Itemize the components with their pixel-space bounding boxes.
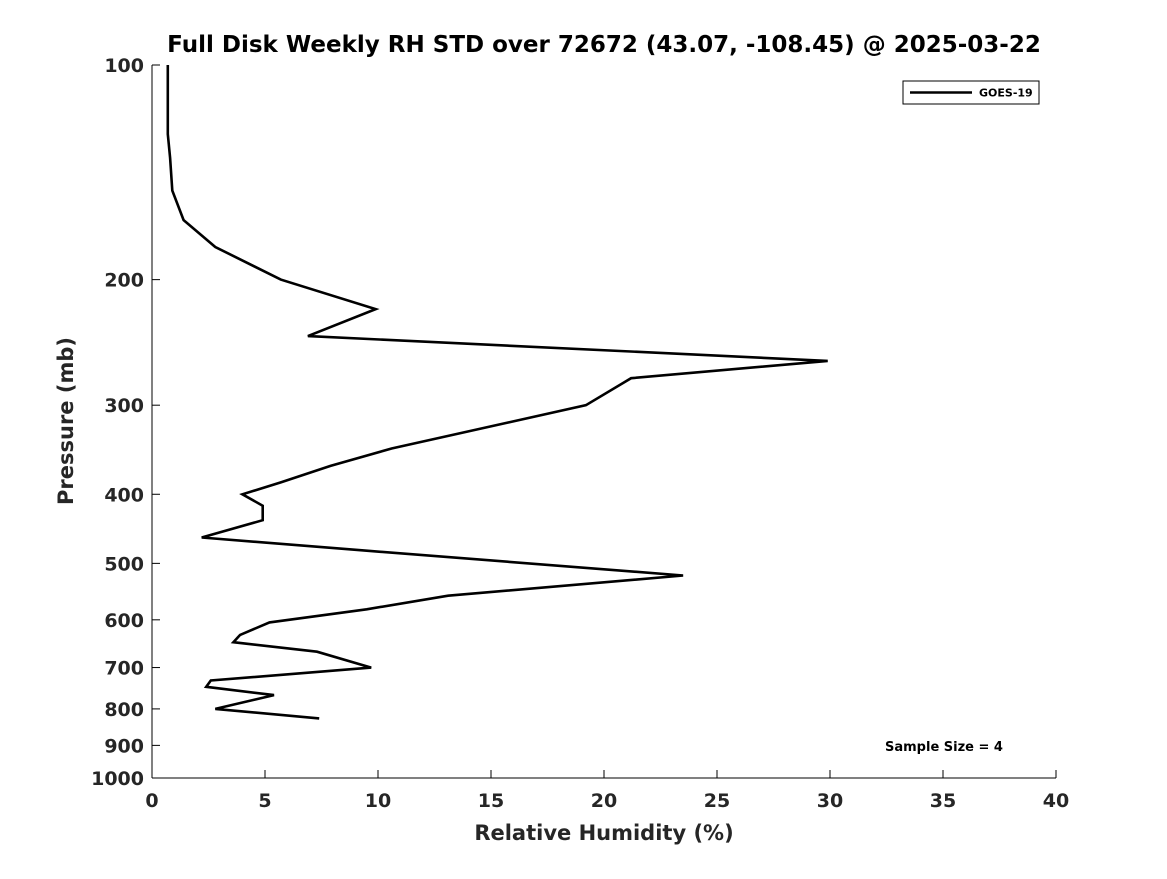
y-tick-label: 300 <box>104 395 144 417</box>
y-tick-label: 200 <box>104 270 144 292</box>
x-tick-label: 25 <box>704 790 730 812</box>
y-tick-label: 100 <box>104 55 144 77</box>
ticks: 0 5 10 15 20 25 30 35 40 100 200 300 400 500 600 700 800… <box>91 55 1069 812</box>
y-tick-label: 400 <box>104 484 144 506</box>
legend-label: GOES-19 <box>979 87 1033 100</box>
y-tick-label: 700 <box>104 658 144 680</box>
sample-size-annotation: Sample Size = 4 <box>885 740 1003 755</box>
y-tick-label: 600 <box>104 610 144 632</box>
y-axis-label: Pressure (mb) <box>54 337 78 505</box>
x-tick-label: 0 <box>145 790 158 812</box>
y-tick-label: 900 <box>104 735 144 757</box>
x-tick-label: 30 <box>817 790 843 812</box>
x-tick-label: 40 <box>1043 790 1069 812</box>
x-tick-label: 5 <box>258 790 271 812</box>
y-tick-label: 1000 <box>91 768 144 790</box>
series-layer <box>166 65 828 720</box>
x-axis-label: Relative Humidity (%) <box>474 821 733 845</box>
x-tick-label: 15 <box>478 790 504 812</box>
legend: GOES-19 <box>902 80 1040 105</box>
chart-title: Full Disk Weekly RH STD over 72672 (43.0… <box>167 32 1041 58</box>
series-line-goes-19 <box>166 65 828 720</box>
y-tick-label: 500 <box>104 553 144 575</box>
y-tick-label: 800 <box>104 699 144 721</box>
x-tick-label: 10 <box>365 790 391 812</box>
x-tick-label: 35 <box>930 790 956 812</box>
x-tick-label: 20 <box>591 790 617 812</box>
axes <box>151 65 1056 779</box>
